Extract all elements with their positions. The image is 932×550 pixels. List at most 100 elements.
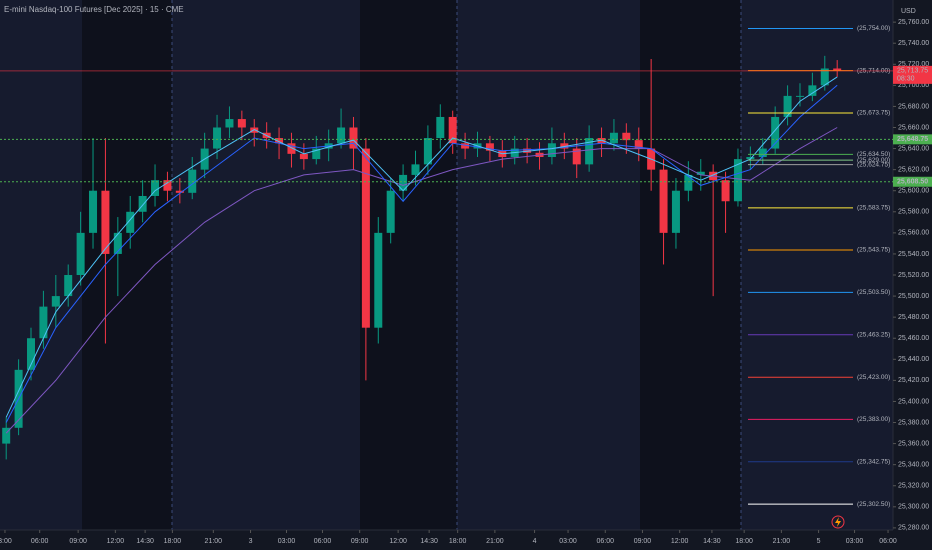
level-label: (25,634.50) [857,151,890,158]
candle-body [163,180,172,191]
level-label: (25,342.75) [857,458,890,465]
currency: USD [901,8,916,15]
candle-body [733,159,742,202]
candle-body [27,338,36,370]
x-tick-label: 18:00 [735,538,753,545]
x-tick-label: 03:00 [278,538,296,545]
x-tick-label: 06:00 [596,538,614,545]
candle-body [585,138,594,165]
candle-body [299,153,308,160]
session-shade [82,0,172,530]
y-tick-label: 25,360.00 [898,440,929,447]
y-tick-label: 25,740.00 [898,40,929,47]
candle-body [622,132,631,141]
candle-body [597,138,606,144]
candle-body [833,68,842,71]
candle-body [312,148,321,160]
last-price-tag [893,65,932,84]
alert-icon[interactable] [831,515,845,529]
y-tick-label: 25,580.00 [898,209,929,216]
candle-body [349,127,358,149]
candle-body [39,306,48,339]
candle-body [783,95,792,117]
candle-body [361,148,370,328]
candle-body [634,140,643,149]
candle-body [101,190,110,254]
candle-body [237,119,246,128]
x-tick-label: 21:00 [773,538,791,545]
candle-body [659,169,668,233]
level-label: (25,629.00) [857,157,890,164]
x-tick-label: 18:00 [164,538,182,545]
y-tick-label: 25,680.00 [898,103,929,110]
y-tick-label: 25,460.00 [898,335,929,342]
marked-level-tag [893,176,932,187]
candle-body [696,171,705,175]
x-tick-label: 4 [533,538,537,545]
candle-body [113,232,122,254]
candle-body [126,211,135,233]
candle-body [287,143,296,154]
countdown: 08:30 [897,76,915,83]
candle-body [64,275,73,297]
marked-level-tag [893,134,932,145]
level-label: (25,673.75) [857,110,890,117]
x-tick-label: 12:00 [389,538,407,545]
candle-body [411,164,420,175]
y-tick-label: 25,500.00 [898,293,929,300]
candle-body [572,148,581,165]
x-tick-label: 03:00 [559,538,577,545]
x-tick-label: 3 [249,538,253,545]
y-tick-label: 25,700.00 [898,82,929,89]
x-tick-label: 14:30 [420,538,438,545]
moving-average-line [5,76,838,418]
level-label: (25,463.25) [857,332,890,339]
candle-body [671,190,680,233]
candle-body [758,148,767,157]
y-tick-label: 25,540.00 [898,251,929,258]
candle-body [2,427,11,444]
y-tick-label: 25,400.00 [898,398,929,405]
candle-body [560,143,569,149]
y-tick-label: 25,760.00 [898,19,929,26]
candle-body [771,116,780,149]
candle-body [436,116,445,139]
plot-area [2,55,842,460]
candle-body [547,143,556,157]
x-tick-label: 09:00 [634,538,652,545]
candle-body [175,190,184,193]
moving-average-line [5,127,838,434]
x-tick-label: 21:00 [486,538,504,545]
y-tick-label: 25,620.00 [898,166,929,173]
y-tick-label: 25,300.00 [898,504,929,511]
candle-body [485,143,494,151]
candle-body [808,85,817,96]
y-tick-label: 25,380.00 [898,419,929,426]
y-tick-label: 25,440.00 [898,356,929,363]
x-tick-label: 06:00 [314,538,332,545]
x-tick-label: 03:00 [846,538,864,545]
candle-body [76,232,85,276]
candle-body [337,127,346,144]
y-tick-label: 25,640.00 [898,145,929,152]
candle-body [461,143,470,149]
candle-body [820,68,829,86]
candle-body [448,116,457,144]
y-tick-label: 25,320.00 [898,483,929,490]
x-tick-label: 5 [817,538,821,545]
x-tick-label: 18:00 [449,538,467,545]
price-axis [893,0,932,550]
candle-body [609,132,618,144]
marked-level-label: 25,648.75 [897,136,928,143]
candle-body [386,190,395,233]
level-label: (25,624.75) [857,161,890,168]
y-tick-label: 25,340.00 [898,462,929,469]
level-label: (25,423.00) [857,374,890,381]
y-tick-label: 25,600.00 [898,188,929,195]
candle-body [746,156,755,160]
candle-body [138,195,147,212]
session-shade [640,0,741,530]
level-label: (25,754.00) [857,25,890,32]
y-tick-label: 25,420.00 [898,377,929,384]
